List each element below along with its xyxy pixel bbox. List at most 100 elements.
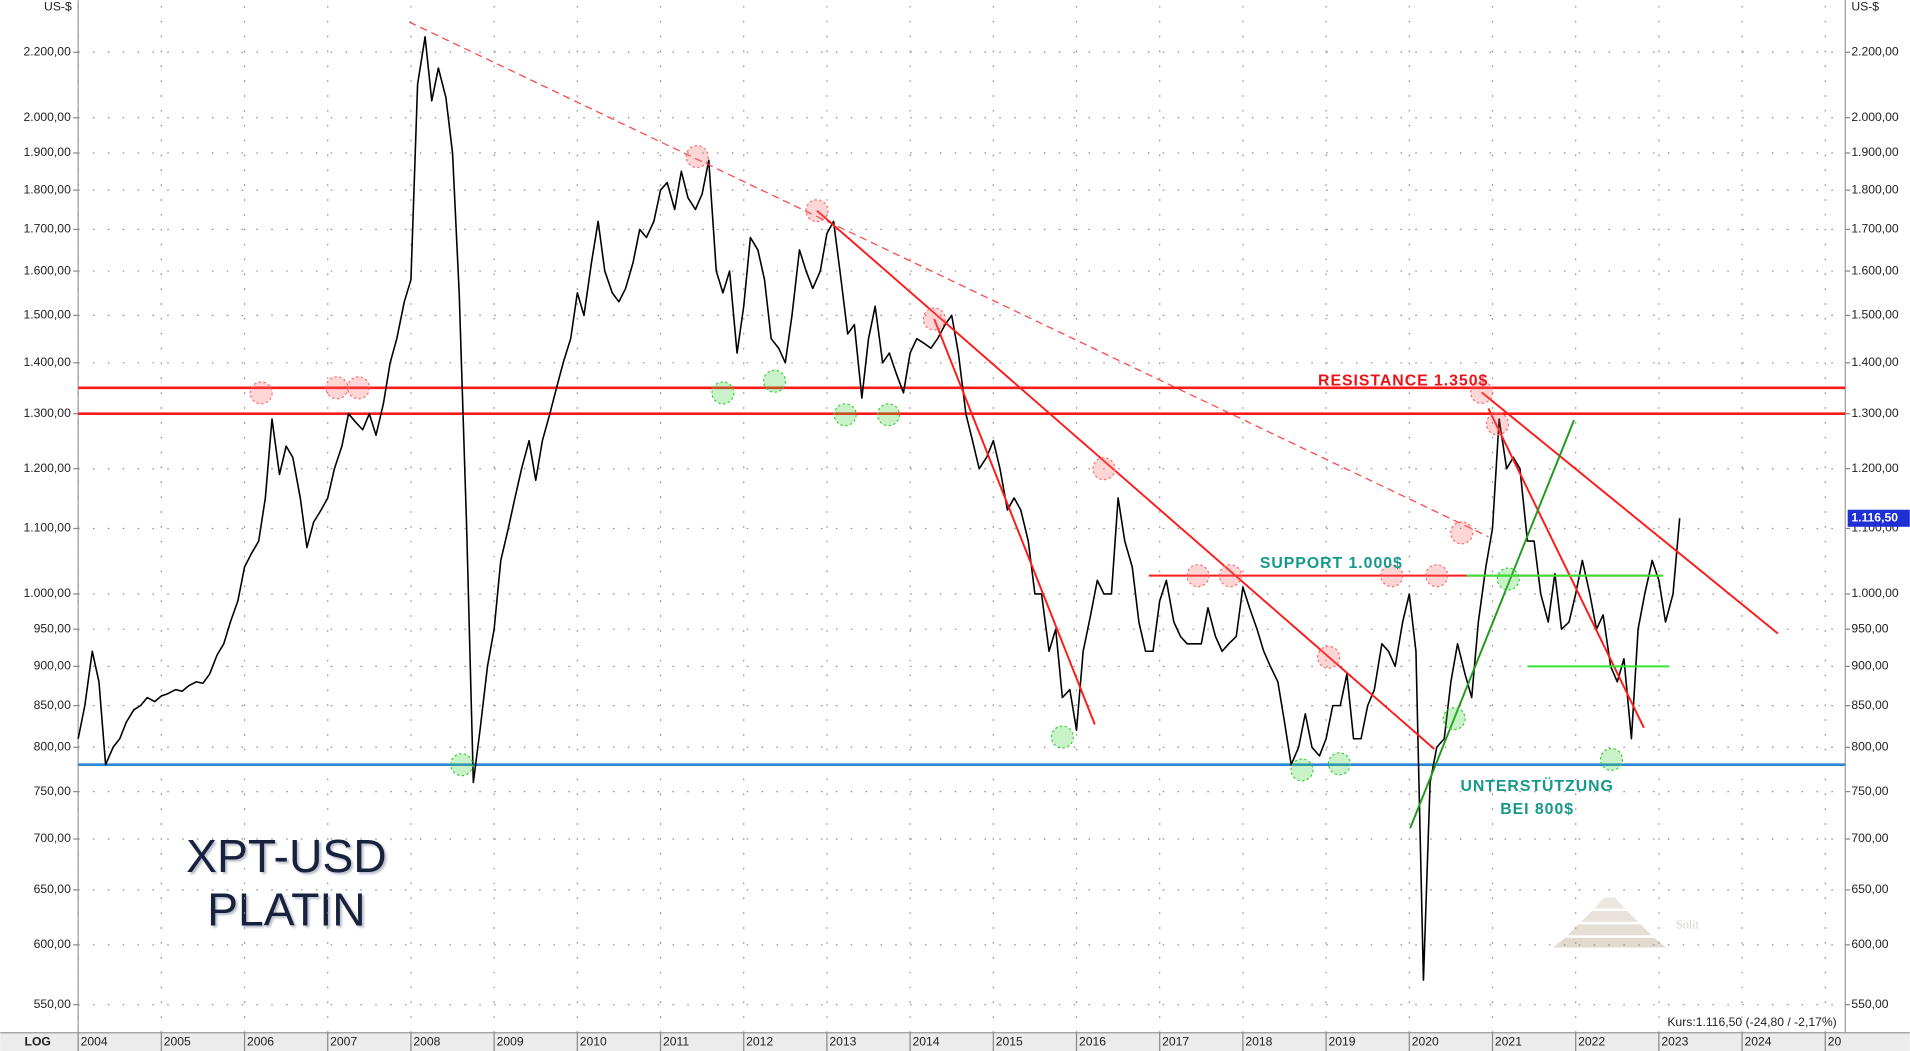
x-tick-label: 2024 [1745, 1035, 1772, 1049]
y-tick-label: 950,00 [34, 621, 71, 635]
x-tick-label: 2013 [829, 1035, 856, 1049]
price-line [77, 36, 1681, 981]
x-tick-label: 2022 [1578, 1035, 1605, 1049]
chart-title: XPT-USD [186, 830, 387, 882]
pivot-marker [249, 381, 273, 405]
y-tick-label: 800,00 [1851, 739, 1888, 753]
y-tick-label: 750,00 [1851, 784, 1888, 798]
y-tick-label: 600,00 [34, 937, 71, 951]
annotation: RESISTANCE 1.350$ [1318, 372, 1488, 389]
pivot-marker [1050, 725, 1074, 749]
x-tick-label: 2009 [497, 1035, 524, 1049]
y-tick-label: 1.100,00 [24, 521, 72, 535]
x-axis-strip [0, 1032, 1910, 1051]
x-tick-label: 2015 [996, 1035, 1023, 1049]
last-price-box [1847, 509, 1910, 527]
y-tick-label: 1.300,00 [24, 406, 72, 420]
x-tick-label: 2005 [164, 1035, 191, 1049]
trend-line [1409, 419, 1575, 829]
quote-text: Kurs:1.116,50 (-24,80 / -2,17%) [1667, 1015, 1836, 1029]
x-tick-label: 2008 [413, 1035, 440, 1049]
logo: Solit [1552, 897, 1700, 948]
y-tick-label: 1.900,00 [1851, 145, 1899, 159]
y-tick-label: 700,00 [34, 831, 71, 845]
y-unit-left: US-$ [44, 0, 72, 14]
y-tick-label: 1.000,00 [24, 586, 72, 600]
x-tick-label: 2010 [580, 1035, 607, 1049]
annotation: SUPPORT 1.000$ [1260, 555, 1403, 572]
pivot-marker [1317, 645, 1341, 669]
chart-subtitle: PLATIN [207, 884, 366, 936]
y-tick-label: 1.000,00 [1851, 586, 1899, 600]
logo-text: Solit [1676, 917, 1700, 931]
y-tick-label: 1.700,00 [1851, 222, 1899, 236]
pivot-marker [833, 403, 857, 427]
trend-line [1487, 408, 1645, 729]
pivot-marker [1470, 380, 1494, 404]
y-tick-label: 850,00 [34, 698, 71, 712]
pivot-marker [876, 403, 901, 427]
y-tick-label: 1.400,00 [1851, 355, 1899, 369]
x-tick-label: 2006 [247, 1035, 274, 1049]
y-tick-label: 2.000,00 [24, 110, 72, 124]
y-tick-label: 750,00 [34, 784, 71, 798]
y-tick-label: 650,00 [34, 882, 71, 896]
y-tick-label: 1.200,00 [1851, 461, 1899, 475]
x-tick-label: 2017 [1162, 1035, 1189, 1049]
pivot-marker [1599, 747, 1624, 771]
x-tick-label: 2019 [1329, 1035, 1356, 1049]
pivot-marker [1218, 564, 1242, 588]
pivot-marker [805, 199, 829, 223]
logo-step [1580, 910, 1639, 922]
pivot-marker [762, 369, 787, 393]
y-tick-label: 1.800,00 [1851, 182, 1899, 196]
trend-line [816, 209, 1435, 750]
y-tick-label: 1.900,00 [24, 145, 72, 159]
y-tick-label: 850,00 [1851, 698, 1888, 712]
pivot-marker [1290, 758, 1314, 782]
y-tick-label: 800,00 [34, 739, 71, 753]
x-tick-label: 2007 [330, 1035, 357, 1049]
pivot-marker [450, 753, 474, 777]
x-tick-label: 2011 [663, 1035, 689, 1049]
logo-step [1567, 924, 1652, 936]
y-tick-label: 1.300,00 [1851, 406, 1899, 420]
y-tick-label: 1.500,00 [24, 308, 72, 322]
x-tick-label: 2016 [1079, 1035, 1106, 1049]
scale-label: LOG [25, 1035, 51, 1049]
y-tick-label: 1.800,00 [24, 182, 72, 196]
last-price-label: 1.116,50 [1851, 510, 1898, 524]
pivot-marker [1496, 567, 1520, 591]
pivot-marker [1485, 412, 1510, 436]
pivot-marker [922, 307, 946, 331]
y-unit-right: US-$ [1851, 0, 1879, 14]
y-tick-label: 900,00 [34, 659, 71, 673]
pivot-marker [1442, 707, 1466, 731]
pivot-marker [1327, 752, 1351, 776]
annotation: UNTERSTÜTZUNG [1460, 776, 1613, 795]
y-tick-label: 1.700,00 [24, 222, 72, 236]
y-tick-label: 1.500,00 [1851, 308, 1899, 322]
y-tick-label: 2.200,00 [1851, 44, 1899, 58]
pivot-marker [346, 376, 371, 400]
pivot-marker [1380, 564, 1404, 588]
pivot-marker [711, 381, 735, 405]
y-tick-label: 1.200,00 [24, 461, 72, 475]
pivot-marker [325, 376, 349, 400]
y-tick-label: 700,00 [1851, 831, 1888, 845]
y-tick-label: 650,00 [1851, 882, 1888, 896]
y-tick-label: 550,00 [34, 997, 71, 1011]
pivot-marker [1450, 521, 1474, 545]
pivot-marker [1092, 457, 1116, 481]
x-tick-label: 2004 [81, 1035, 108, 1049]
y-tick-label: 1.600,00 [24, 263, 72, 277]
x-tick-label: 2018 [1245, 1035, 1272, 1049]
x-tick-label: 2014 [913, 1035, 940, 1049]
y-tick-label: 600,00 [1851, 937, 1888, 951]
annotation: BEI 800$ [1500, 801, 1574, 818]
x-tick-label: 2012 [746, 1035, 773, 1049]
y-tick-label: 1.600,00 [1851, 263, 1899, 277]
